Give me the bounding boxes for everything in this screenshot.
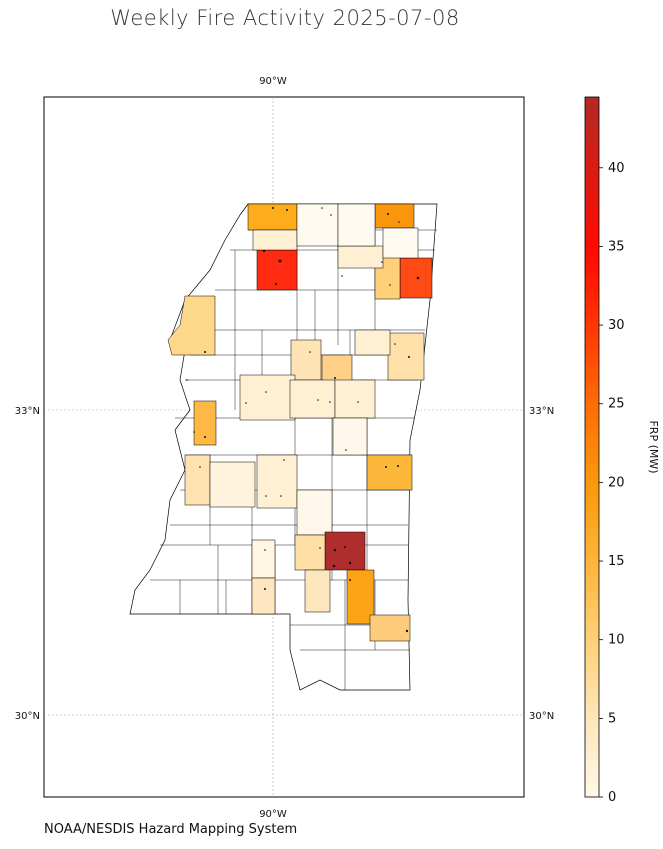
colorbar-tick-label: 35: [608, 239, 625, 254]
county-lamar-fire: [251, 539, 276, 579]
source-credit: NOAA/NESDIS Hazard Mapping System: [44, 822, 298, 837]
county-pontotoc-fire: [337, 245, 384, 269]
colorbar-tick-label: 15: [608, 554, 625, 569]
lat-label-right-30: 30°N: [529, 711, 554, 722]
county-covington-fire: [294, 534, 326, 571]
county-benton-fire: [337, 203, 376, 247]
county-washington-fire: [167, 295, 216, 356]
county-claiborne-fire: [184, 454, 211, 506]
county-copiah-fire: [209, 461, 256, 508]
county-simpson-fire: [256, 454, 298, 509]
county-warren-fire: [193, 400, 217, 446]
county-leake-fire: [334, 379, 376, 419]
county-george-fire: [369, 614, 411, 642]
county-marshall-fire: [296, 203, 339, 247]
fire-points: [186, 207, 420, 633]
colorbar-tick-label: 30: [608, 318, 625, 333]
county-choctaw-fire: [354, 329, 391, 356]
county-holmes-fire: [239, 374, 296, 421]
county-tate-fire: [252, 229, 298, 251]
county-forrest-fire: [304, 569, 331, 613]
lat-label-left-30: 30°N: [15, 711, 40, 722]
colorbar-tick-label: 25: [608, 397, 625, 412]
county-greene-fire: [346, 569, 375, 625]
colorbar-ticks: 0 5 10 15 20 25 30 35 40: [599, 161, 625, 805]
colorbar-label: FRP (MW): [647, 420, 660, 473]
chart-title: Weekly Fire Activity 2025-07-08: [110, 6, 460, 30]
colorbar: [584, 96, 600, 798]
colorbar-tick-label: 10: [608, 633, 625, 648]
map-frame: [43, 96, 525, 798]
colorbar-tick-label: 0: [608, 790, 616, 805]
county-oktibbeha-fire: [387, 332, 425, 381]
county-quitman-fire: [256, 249, 298, 291]
lat-label-right-33: 33°N: [529, 406, 554, 417]
lon-label-bottom: 90°W: [259, 809, 287, 820]
colorbar-tick-label: 20: [608, 475, 625, 490]
fire-counties: [167, 203, 433, 642]
county-clarke-fire: [366, 454, 413, 491]
county-scott-fire: [332, 417, 368, 456]
county-ne-corner-fire: [374, 203, 415, 229]
county-smith-fire: [296, 489, 333, 536]
colorbar-tick-label: 40: [608, 161, 625, 176]
county-pike-fire: [251, 577, 276, 615]
lat-label-left-33: 33°N: [15, 406, 40, 417]
county-jones-fire: [324, 531, 366, 571]
lon-label-top: 90°W: [259, 76, 287, 87]
county-alcorn-fire: [382, 227, 419, 259]
county-madison-fire: [289, 379, 336, 419]
county-itawamba-fire: [399, 257, 433, 299]
colorbar-tick-label: 5: [608, 711, 616, 726]
county-montgomery-fire: [290, 339, 322, 381]
